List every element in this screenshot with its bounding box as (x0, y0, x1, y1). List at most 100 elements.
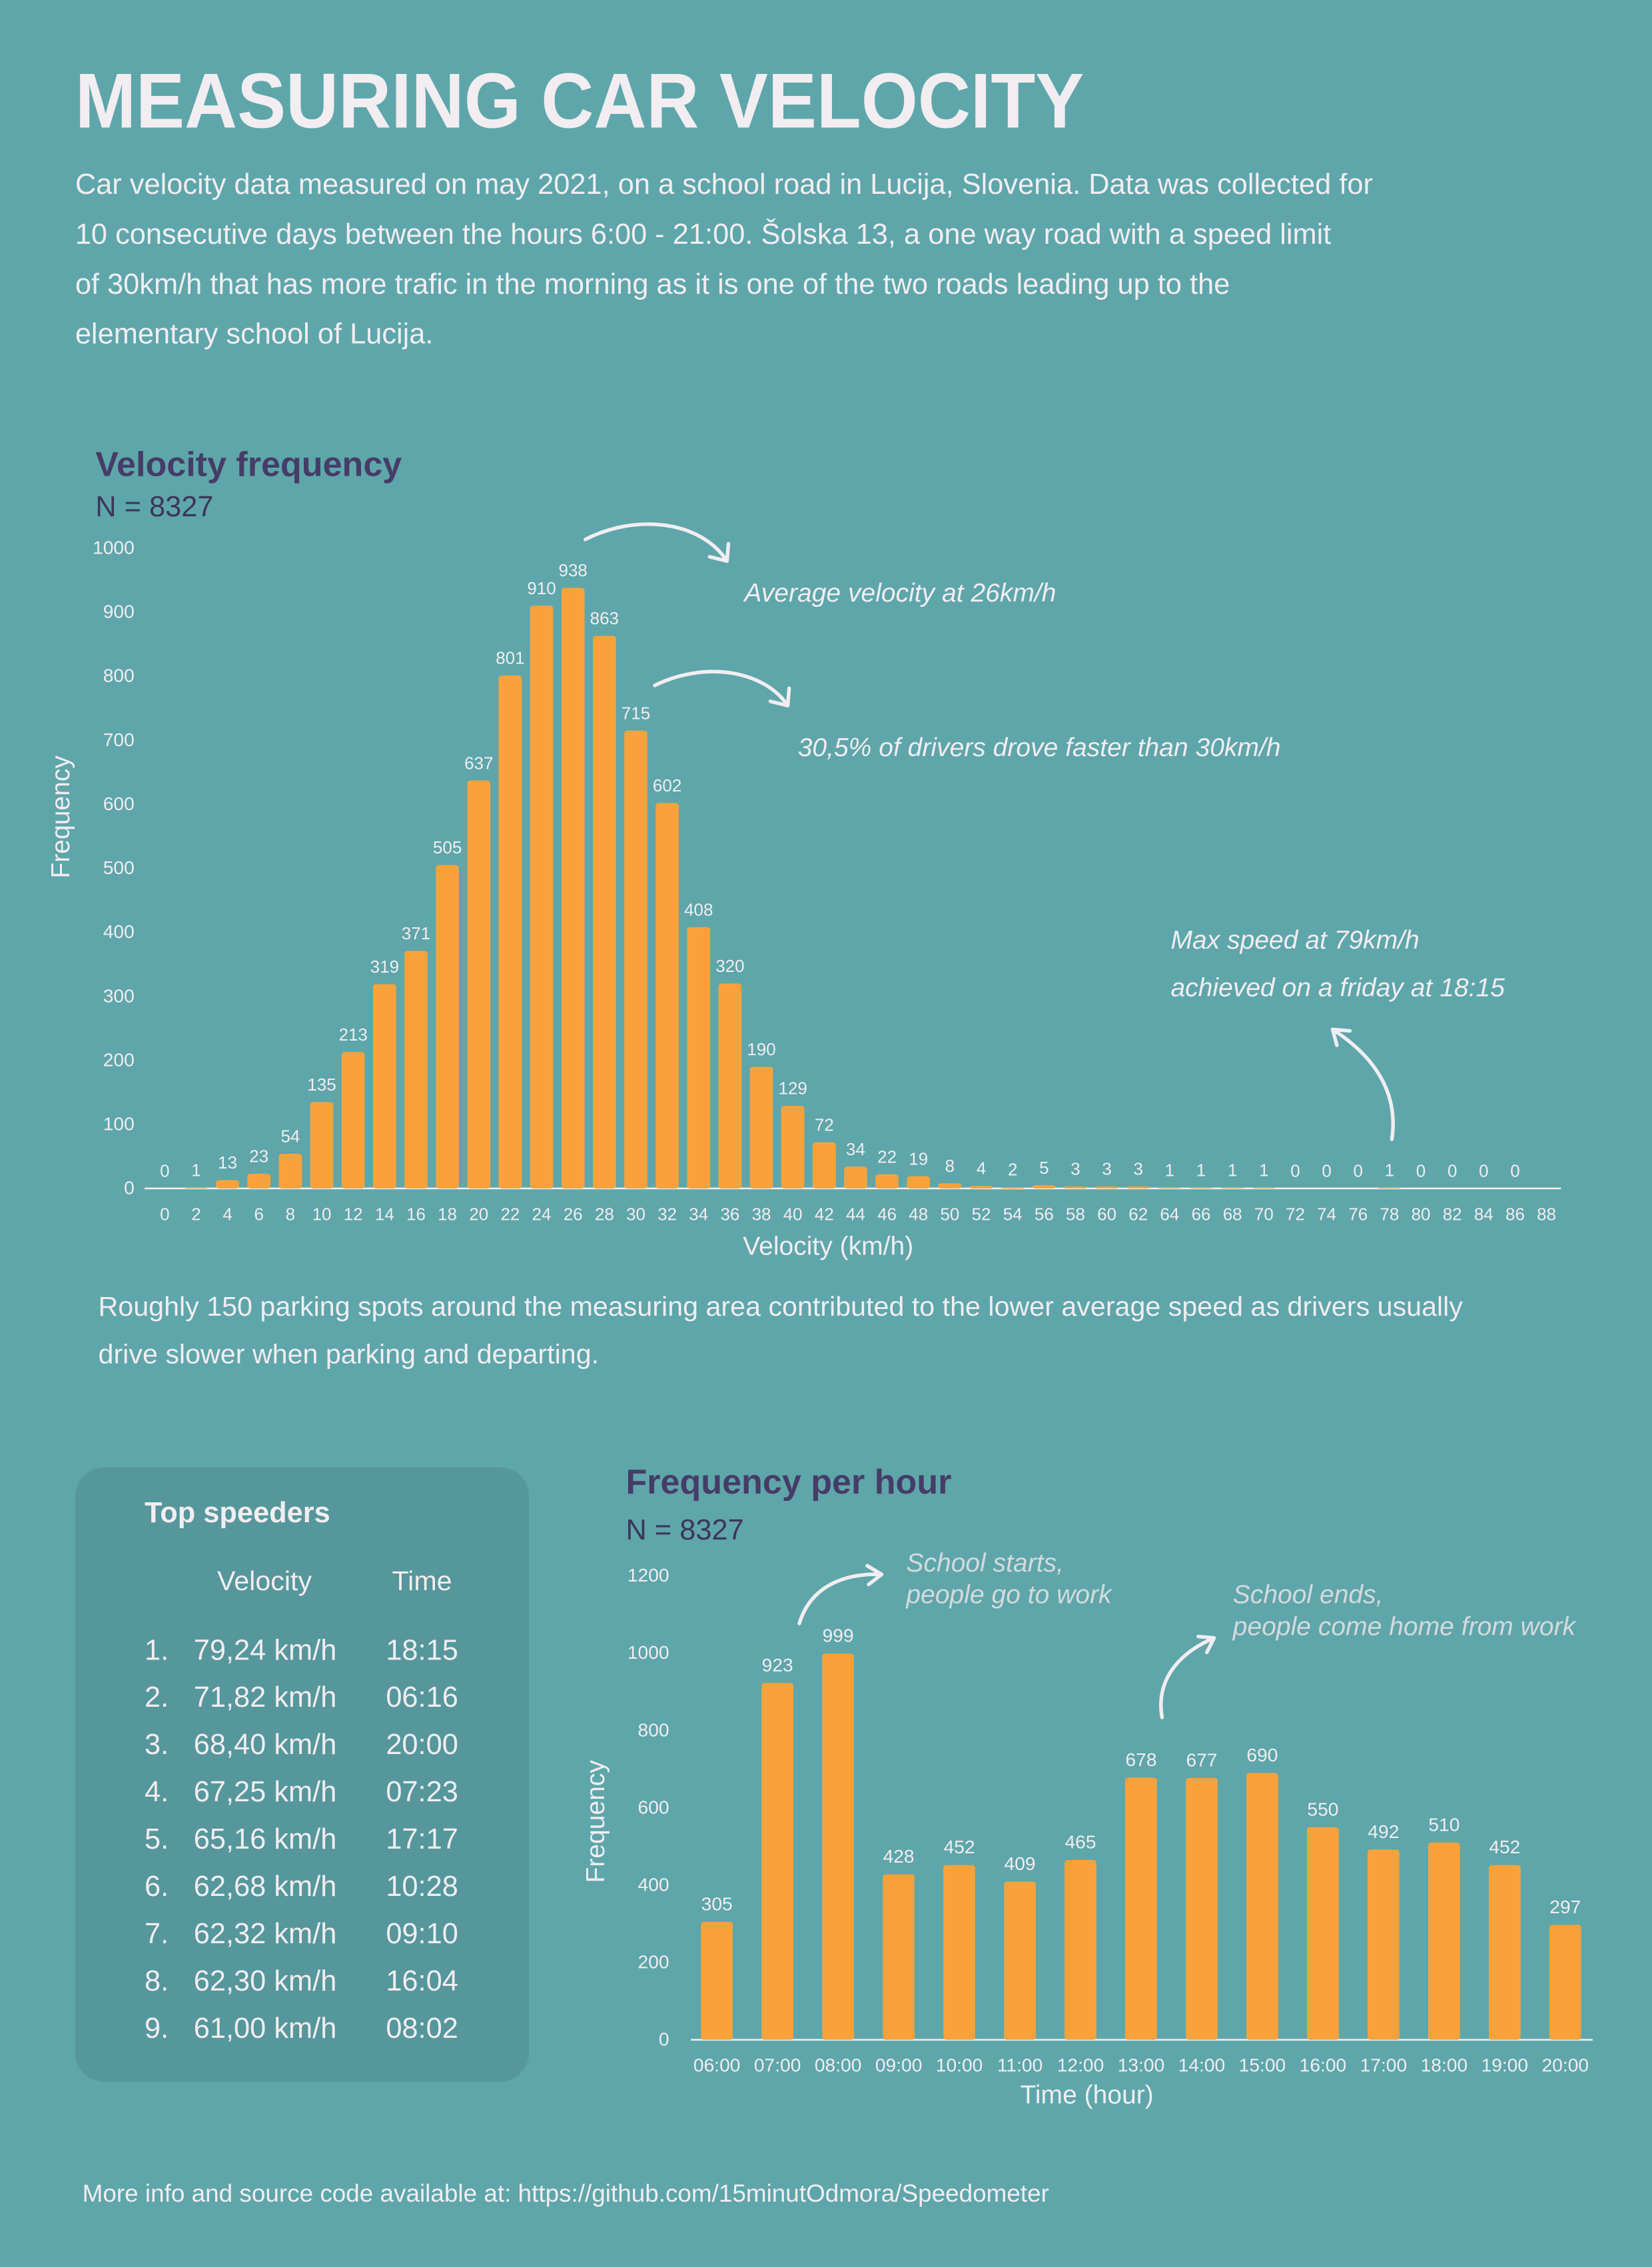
x-tick-label: 12:00 (1057, 2054, 1104, 2076)
chart-title: Frequency per hour (625, 1463, 951, 1502)
value-label: 0 (1479, 1161, 1488, 1181)
x-tick-label: 10:00 (936, 2054, 983, 2076)
y-tick-label: 600 (638, 1796, 669, 1817)
value-label: 715 (621, 703, 650, 723)
x-tick-label: 76 (1348, 1204, 1368, 1224)
arrow (653, 670, 791, 707)
y-tick-label: 400 (638, 1873, 669, 1895)
x-tick-label: 56 (1034, 1204, 1054, 1224)
value-label: 1 (1196, 1160, 1206, 1180)
arrow (1159, 1634, 1216, 1719)
value-label: 923 (762, 1654, 793, 1675)
x-tick-label: 66 (1192, 1204, 1211, 1224)
x-tick-label: 20:00 (1542, 2054, 1589, 2076)
bar (1186, 1777, 1218, 2040)
x-tick-label: 08:00 (815, 2054, 862, 2076)
value-label: 510 (1428, 1814, 1459, 1835)
value-label: 190 (747, 1039, 775, 1059)
x-tick-label: 40 (783, 1204, 803, 1224)
y-axis-label: Frequency (47, 755, 75, 879)
table-cell: 2. (145, 1681, 169, 1713)
value-label: 0 (1322, 1161, 1331, 1181)
y-axis-label: Frequency (582, 1760, 610, 1883)
value-label: 505 (433, 837, 462, 857)
x-tick-label: 88 (1537, 1204, 1556, 1224)
bar (1368, 1849, 1400, 2040)
bar (1549, 1925, 1581, 2040)
x-tick-label: 64 (1160, 1204, 1179, 1224)
table-cell: 71,82 km/h (194, 1681, 337, 1713)
x-tick-label: 07:00 (754, 2054, 801, 2076)
bar (701, 1921, 733, 2040)
bar (1246, 1773, 1278, 2040)
x-tick-label: 32 (657, 1204, 677, 1224)
annotation: people come home from work (1232, 1612, 1577, 1641)
value-label: 8 (945, 1156, 955, 1176)
x-tick-label: 16:00 (1300, 2054, 1347, 2076)
annotation: achieved on a friday at 18:15 (1170, 973, 1505, 1002)
value-label: 1 (1259, 1160, 1268, 1180)
value-label: 2 (1008, 1160, 1017, 1180)
x-tick-label: 72 (1286, 1204, 1305, 1224)
annotation: people go to work (905, 1581, 1113, 1609)
x-tick-label: 0 (160, 1204, 169, 1224)
bar (592, 636, 616, 1188)
x-tick-label: 4 (222, 1204, 232, 1224)
value-label: 23 (249, 1146, 268, 1166)
x-tick-label: 62 (1128, 1204, 1148, 1224)
bar (1126, 1186, 1150, 1188)
bar (687, 927, 711, 1188)
bar (943, 1865, 975, 2040)
value-label: 3 (1134, 1159, 1143, 1179)
x-tick-label: 42 (815, 1204, 834, 1224)
description-line: Car velocity data measured on may 2021, … (75, 169, 1373, 201)
value-label: 0 (1354, 1161, 1363, 1181)
x-tick-label: 78 (1380, 1204, 1399, 1224)
arrow (1330, 1027, 1395, 1141)
table-cell: 62,68 km/h (194, 1871, 337, 1903)
value-label: 13 (218, 1152, 237, 1172)
bar (938, 1183, 962, 1188)
value-label: 34 (846, 1139, 865, 1159)
value-label: 72 (815, 1115, 834, 1134)
value-label: 0 (1510, 1161, 1519, 1181)
x-tick-label: 46 (877, 1204, 897, 1224)
bar (1428, 1842, 1460, 2040)
y-tick-label: 800 (103, 665, 135, 686)
x-tick-label: 8 (286, 1204, 295, 1224)
table-cell: 10:28 (386, 1871, 458, 1903)
bar (1032, 1185, 1056, 1188)
y-tick-label: 1000 (93, 536, 135, 558)
x-tick-label: 34 (689, 1204, 708, 1224)
x-tick-label: 10 (312, 1204, 332, 1224)
x-tick-label: 14 (375, 1204, 394, 1224)
value-label: 213 (338, 1025, 367, 1045)
x-tick-label: 2 (191, 1204, 201, 1224)
y-tick-label: 600 (103, 793, 135, 814)
bar (969, 1186, 993, 1188)
bar (718, 983, 742, 1188)
x-tick-label: 18:00 (1421, 2054, 1468, 2076)
y-tick-label: 1000 (627, 1641, 669, 1663)
y-tick-label: 900 (103, 601, 135, 622)
table-cell: 18:15 (386, 1634, 458, 1666)
y-tick-label: 1200 (627, 1564, 669, 1586)
value-label: 5 (1039, 1158, 1048, 1178)
x-tick-label: 17:00 (1360, 2054, 1408, 2076)
x-tick-label: 86 (1505, 1204, 1525, 1224)
table-cell: 20:00 (386, 1729, 458, 1761)
page-title: MEASURING CAR VELOCITY (75, 57, 1084, 144)
bar (907, 1176, 931, 1188)
arrow (584, 522, 731, 563)
table-cell: 61,00 km/h (194, 2013, 337, 2044)
bar (1095, 1186, 1118, 1188)
note-line: Roughly 150 parking spots around the mea… (99, 1291, 1463, 1322)
bar (404, 951, 428, 1188)
value-label: 408 (684, 899, 713, 919)
value-label: 297 (1549, 1896, 1581, 1917)
value-label: 320 (715, 956, 744, 976)
table-cell: 9. (145, 2013, 169, 2044)
description-line: of 30km/h that has more trafic in the mo… (75, 268, 1230, 300)
bar (341, 1052, 365, 1188)
value-label: 602 (653, 775, 681, 795)
